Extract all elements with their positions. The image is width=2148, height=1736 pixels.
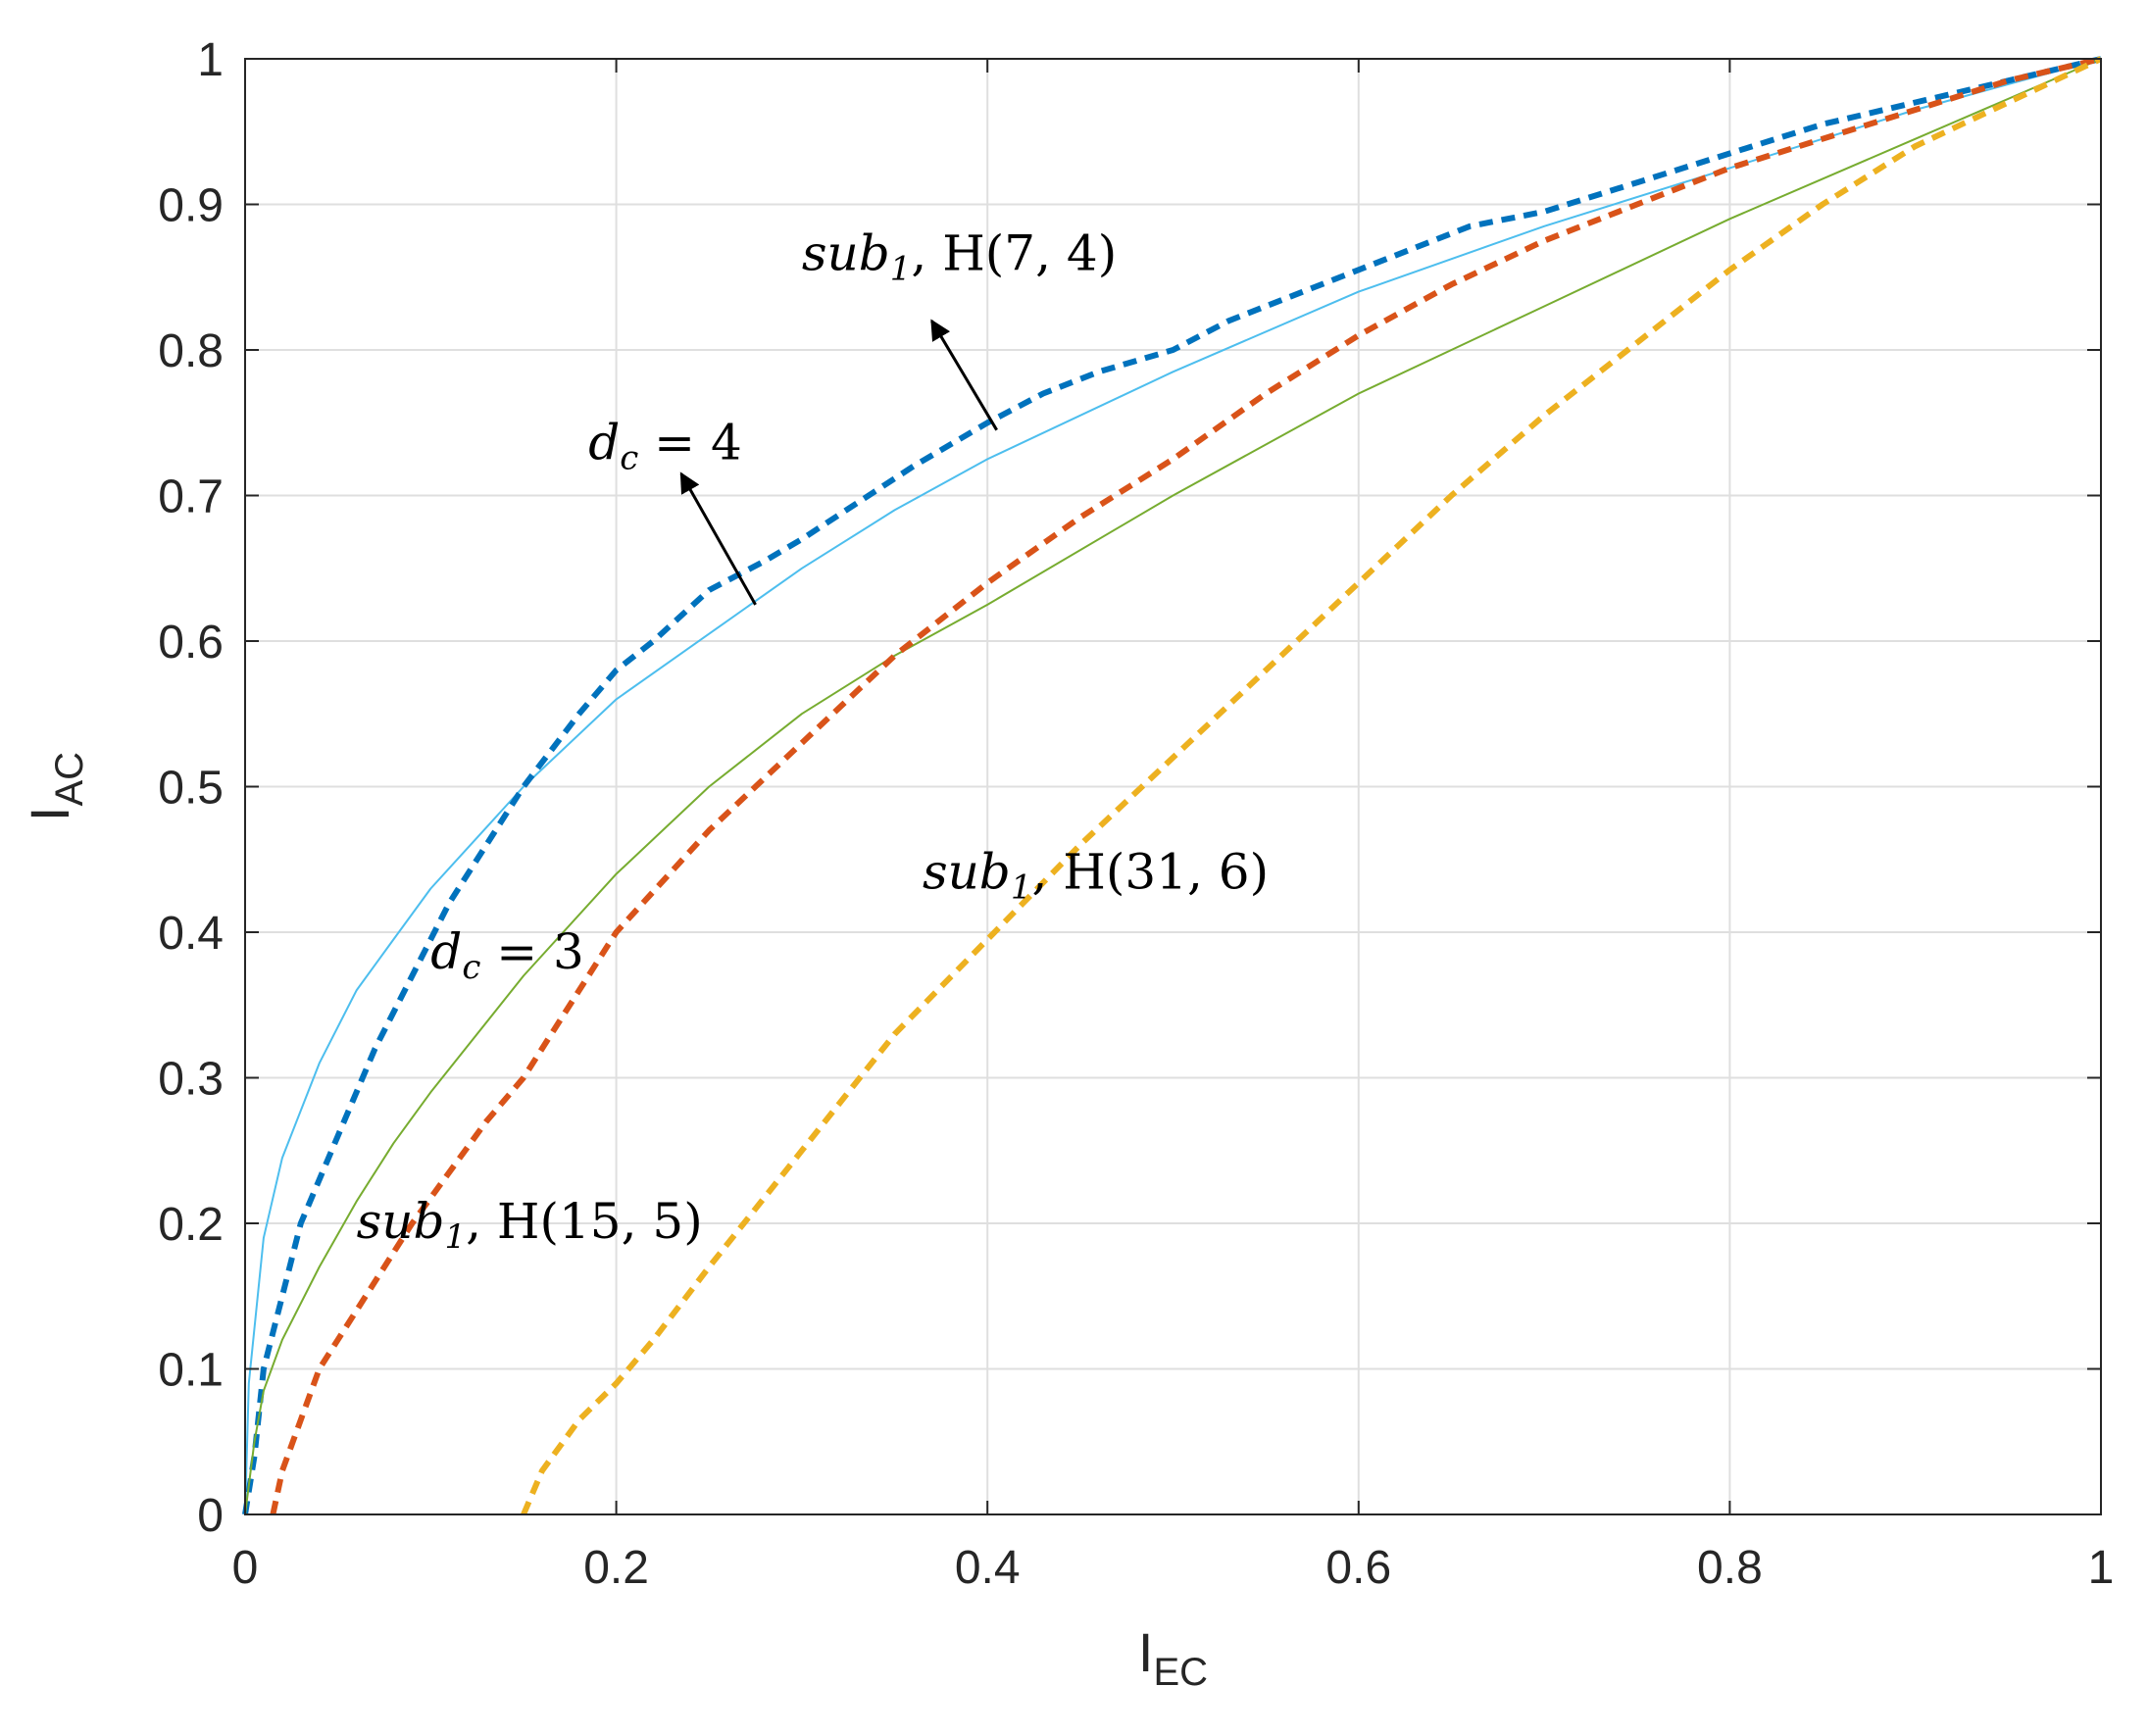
annotation-rest: , H(31, 6) <box>1031 843 1269 900</box>
x-tick-label: 0.2 <box>583 1542 649 1594</box>
series-line-sub-1-h-15-5 <box>270 56 2102 1515</box>
annotation-arrow-sub1-h74 <box>930 319 998 431</box>
x-axis-label-sub: EC <box>1153 1651 1208 1694</box>
series-group <box>242 56 2103 1516</box>
y-axis-label-main: I <box>19 807 80 822</box>
series-line-d-c-4 <box>244 58 2102 1515</box>
x-axis-label: IEC <box>1138 1621 1208 1694</box>
annotation-arrow-dc-4 <box>679 471 757 606</box>
y-tick-label: 0.6 <box>158 617 224 669</box>
annotation-sub: 1 <box>890 249 912 288</box>
x-tick-label: 0.4 <box>955 1542 1021 1594</box>
annotation-dc-4: dc = 4 <box>588 414 742 477</box>
y-tick-label: 0.8 <box>158 325 224 377</box>
series-line-sub-1-h-31-6 <box>521 56 2103 1516</box>
annotation-rest: , H(7, 4) <box>911 224 1117 281</box>
y-tick-label: 0.4 <box>158 908 224 960</box>
annotation-sub: c <box>620 438 638 477</box>
y-tick-label: 0.5 <box>158 763 224 815</box>
y-tick-label: 0 <box>197 1490 224 1542</box>
annotation-rest: = 4 <box>638 414 742 471</box>
y-axis-label-sub: AC <box>48 752 91 807</box>
annotation-base: d <box>588 414 620 471</box>
annotation-base: sub <box>923 843 1011 900</box>
annotation-sub1-h74: sub1, H(7, 4) <box>802 224 1117 288</box>
x-axis-label-main: I <box>1138 1621 1154 1683</box>
y-tick-label: 0.7 <box>158 471 224 523</box>
arrows <box>679 319 998 606</box>
annotation-rest: , H(15, 5) <box>466 1193 703 1250</box>
series-line-d-c-3 <box>244 58 2102 1515</box>
y-tick-label: 0.1 <box>158 1345 224 1397</box>
annotation-sub: 1 <box>1011 868 1032 907</box>
y-tick-label: 0.3 <box>158 1054 224 1106</box>
x-tick-label: 0 <box>232 1542 259 1594</box>
y-tick-label: 0.9 <box>158 180 224 232</box>
y-tick-label: 0.2 <box>158 1199 224 1251</box>
x-tick-label: 0.6 <box>1325 1542 1391 1594</box>
annotation-dc-3: dc = 3 <box>430 923 584 987</box>
annotation-sub1-h155: sub1, H(15, 5) <box>357 1193 703 1257</box>
ticks: 0 0.2 0.4 0.6 0.8 1 0 0.1 0.2 0.3 0.4 0.5 0.6 0.7 0.8 0… <box>158 34 2114 1594</box>
x-tick-label: 0.8 <box>1697 1542 1763 1594</box>
annotation-rest: = 3 <box>480 923 584 980</box>
y-tick-label: 1 <box>197 34 224 86</box>
annotation-sub: 1 <box>444 1217 466 1257</box>
annotation-base: d <box>430 923 462 980</box>
series-line-sub-1-h-7-4 <box>242 56 2102 1515</box>
annotation-sub: c <box>462 948 480 987</box>
annotation-base: sub <box>802 224 890 281</box>
y-axis-label: IAC <box>19 752 91 821</box>
annotation-base: sub <box>357 1193 445 1250</box>
x-tick-label: 1 <box>2088 1542 2115 1594</box>
annotation-sub1-h316: sub1, H(31, 6) <box>923 843 1269 907</box>
